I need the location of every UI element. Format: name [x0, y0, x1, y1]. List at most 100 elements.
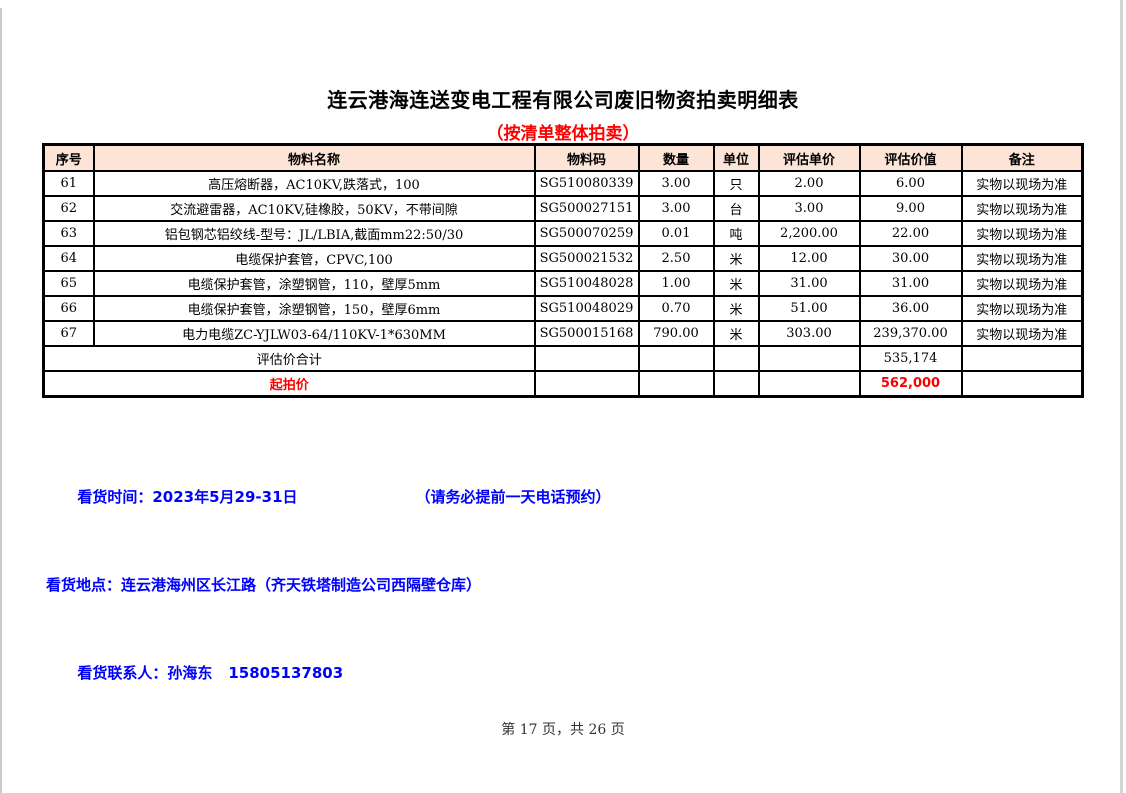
cell-seq: 66 [42, 295, 95, 322]
viewing-contact-line: 看货联系人：孙海东 15805137803 [46, 644, 611, 701]
cell-seq: 65 [42, 270, 95, 297]
cell-material-name: 电缆保护套管，涂塑钢管，110，壁厚5mm [92, 270, 536, 297]
cell-remarks: 实物以现场为准 [960, 270, 1084, 297]
cell-remarks: 实物以现场为准 [960, 320, 1084, 347]
header-seq: 序号 [42, 143, 95, 172]
cell-remarks: 实物以现场为准 [960, 220, 1084, 247]
cell-quantity: 2.50 [637, 245, 715, 272]
cell-appraised-value: 36.00 [858, 295, 963, 322]
summary-total-row: 评估价合计 535,174 [42, 345, 1084, 372]
cell-material-code: SG500015168 [533, 320, 640, 347]
header-material-name: 物料名称 [92, 143, 536, 172]
header-unit-price: 评估单价 [757, 143, 861, 172]
cell-unit: 只 [712, 170, 760, 197]
viewing-location-line: 看货地点：连云港海州区长江路（齐天铁塔制造公司西隔壁仓库） [46, 576, 482, 594]
page-edge-right [1120, 0, 1123, 793]
cell-unit: 米 [712, 245, 760, 272]
summary-total-value: 535,174 [858, 345, 963, 372]
cell-material-name: 电缆保护套管，涂塑钢管，150，壁厚6mm [92, 295, 536, 322]
cell-unit: 米 [712, 295, 760, 322]
cell-material-name: 高压熔断器，AC10KV,跌落式，100 [92, 170, 536, 197]
cell-appraised-value: 9.00 [858, 195, 963, 222]
cell-quantity: 3.00 [637, 195, 715, 222]
table-row: 66 电缆保护套管，涂塑钢管，150，壁厚6mm SG510048029 0.7… [42, 295, 1084, 322]
cell-seq: 63 [42, 220, 95, 247]
cell-appraised-value: 22.00 [858, 220, 963, 247]
viewing-contact-name: 看货联系人：孙海东 [77, 664, 213, 682]
cell-unit-price: 51.00 [757, 295, 861, 322]
cell-material-code: SG510048029 [533, 295, 640, 322]
cell-seq: 61 [42, 170, 95, 197]
empty-cell [533, 370, 640, 398]
empty-cell [960, 345, 1084, 372]
cell-unit: 米 [712, 320, 760, 347]
cell-appraised-value: 239,370.00 [858, 320, 963, 347]
cell-remarks: 实物以现场为准 [960, 170, 1084, 197]
cell-seq: 64 [42, 245, 95, 272]
table-row: 61 高压熔断器，AC10KV,跌落式，100 SG510080339 3.00… [42, 170, 1084, 197]
empty-cell [757, 345, 861, 372]
empty-cell [757, 370, 861, 398]
empty-cell [637, 345, 715, 372]
auction-items-table: 序号 物料名称 物料码 数量 单位 评估单价 评估价值 备注 61 高压熔断器，… [42, 143, 1084, 398]
table-row: 64 电缆保护套管，CPVC,100 SG500021532 2.50 米 12… [42, 245, 1084, 272]
starting-price-row: 起拍价 562,000 [42, 370, 1084, 398]
header-material-code: 物料码 [533, 143, 640, 172]
table-row: 67 电力电缆ZC-YJLW03-64/110KV-1*630MM SG5000… [42, 320, 1084, 347]
cell-remarks: 实物以现场为准 [960, 295, 1084, 322]
cell-quantity: 0.01 [637, 220, 715, 247]
cell-material-code: SG510048028 [533, 270, 640, 297]
empty-cell [712, 345, 760, 372]
viewing-time-remark: （请务必提前一天电话预约） [415, 488, 611, 506]
viewing-time-line: 看货时间：2023年5月29-31日 （请务必提前一天电话预约） [46, 468, 611, 525]
page-edge-left [0, 8, 2, 793]
cell-unit-price: 12.00 [757, 245, 861, 272]
viewing-time-label: 看货时间：2023年5月29-31日 [77, 488, 298, 506]
table-row: 65 电缆保护套管，涂塑钢管，110，壁厚5mm SG510048028 1.0… [42, 270, 1084, 297]
page-number: 第 17 页，共 26 页 [501, 722, 625, 738]
cell-material-name: 电力电缆ZC-YJLW03-64/110KV-1*630MM [92, 320, 536, 347]
cell-unit: 台 [712, 195, 760, 222]
cell-unit: 吨 [712, 220, 760, 247]
cell-appraised-value: 6.00 [858, 170, 963, 197]
cell-material-name: 电缆保护套管，CPVC,100 [92, 245, 536, 272]
cell-material-name: 交流避雷器，AC10KV,硅橡胶，50KV，不带间隙 [92, 195, 536, 222]
cell-appraised-value: 30.00 [858, 245, 963, 272]
cell-material-code: SG500027151 [533, 195, 640, 222]
cell-quantity: 1.00 [637, 270, 715, 297]
header-quantity: 数量 [637, 143, 715, 172]
cell-material-name: 铝包钢芯铝绞线-型号：JL/LBIA,截面mm22:50/30 [92, 220, 536, 247]
header-remarks: 备注 [960, 143, 1084, 172]
cell-unit-price: 3.00 [757, 195, 861, 222]
header-appraised-value: 评估价值 [858, 143, 963, 172]
cell-remarks: 实物以现场为准 [960, 245, 1084, 272]
summary-total-label: 评估价合计 [42, 345, 536, 372]
table-row: 62 交流避雷器，AC10KV,硅橡胶，50KV，不带间隙 SG50002715… [42, 195, 1084, 222]
table-header-row: 序号 物料名称 物料码 数量 单位 评估单价 评估价值 备注 [42, 143, 1084, 172]
cell-quantity: 790.00 [637, 320, 715, 347]
empty-cell [533, 345, 640, 372]
cell-material-code: SG500070259 [533, 220, 640, 247]
cell-appraised-value: 31.00 [858, 270, 963, 297]
cell-seq: 67 [42, 320, 95, 347]
cell-quantity: 0.70 [637, 295, 715, 322]
cell-remarks: 实物以现场为准 [960, 195, 1084, 222]
cell-quantity: 3.00 [637, 170, 715, 197]
page-subtitle: （按清单整体拍卖） [486, 124, 640, 144]
cell-material-code: SG510080339 [533, 170, 640, 197]
page-title: 连云港海连送变电工程有限公司废旧物资拍卖明细表 [327, 88, 799, 112]
cell-unit-price: 31.00 [757, 270, 861, 297]
cell-material-code: SG500021532 [533, 245, 640, 272]
cell-unit-price: 2.00 [757, 170, 861, 197]
cell-unit: 米 [712, 270, 760, 297]
viewing-contact-phone: 15805137803 [228, 664, 344, 682]
header-unit: 单位 [712, 143, 760, 172]
empty-cell [960, 370, 1084, 398]
cell-unit-price: 303.00 [757, 320, 861, 347]
cell-seq: 62 [42, 195, 95, 222]
table-row: 63 铝包钢芯铝绞线-型号：JL/LBIA,截面mm22:50/30 SG500… [42, 220, 1084, 247]
viewing-notes: 看货时间：2023年5月29-31日 （请务必提前一天电话预约） 看货地点：连云港… [46, 432, 611, 750]
empty-cell [637, 370, 715, 398]
empty-cell [712, 370, 760, 398]
